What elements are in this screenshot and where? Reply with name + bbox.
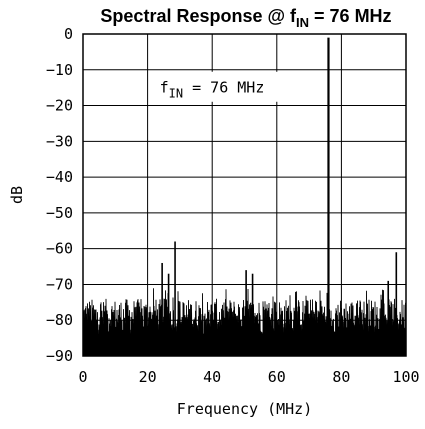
x-axis-label: Frequency (MHz)	[177, 400, 312, 418]
noise-floor-fill	[83, 342, 406, 356]
x-tick-label: 20	[139, 368, 157, 386]
y-tick-label: −50	[46, 204, 73, 222]
y-tick-label: −60	[46, 240, 73, 258]
spectrum-trace	[83, 288, 406, 356]
x-tick-label: 60	[268, 368, 286, 386]
y-tick-label: −70	[46, 275, 73, 293]
x-tick-label: 40	[203, 368, 221, 386]
y-tick-label: −90	[46, 347, 73, 365]
y-tick-label: −10	[46, 61, 73, 79]
x-tick-label: 80	[332, 368, 350, 386]
y-tick-label: −20	[46, 97, 73, 115]
y-tick-label: −80	[46, 311, 73, 329]
x-tick-label: 100	[392, 368, 419, 386]
chart-title: Spectral Response @ fIN = 76 MHz	[100, 6, 391, 30]
annotation-box: fIN = 76 MHz	[150, 72, 278, 102]
y-tick-label: −30	[46, 132, 73, 150]
y-tick-label: −40	[46, 168, 73, 186]
x-tick-label: 0	[78, 368, 87, 386]
y-axis-label: dB	[8, 186, 26, 204]
y-tick-label: 0	[64, 25, 73, 43]
